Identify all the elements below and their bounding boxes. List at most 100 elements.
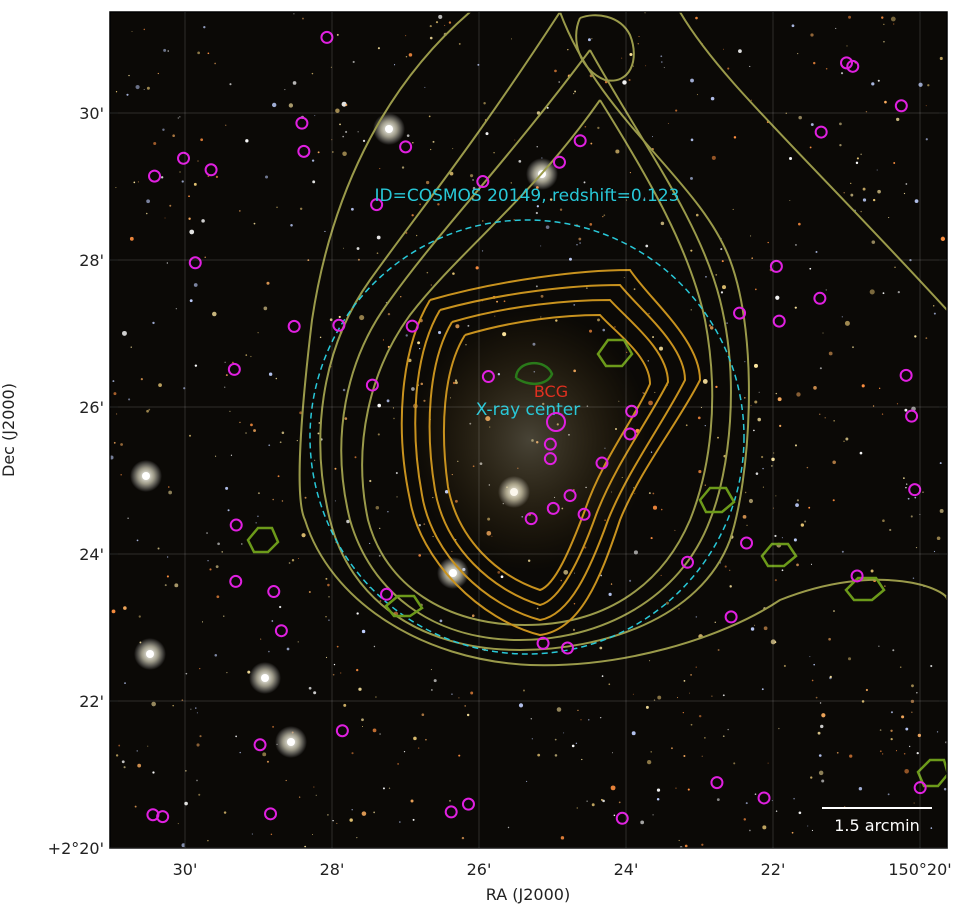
star: [623, 277, 625, 279]
star: [143, 88, 145, 90]
star: [697, 416, 701, 420]
star: [905, 727, 909, 731]
star: [914, 199, 919, 204]
star: [207, 52, 210, 55]
star: [939, 462, 942, 465]
star: [822, 332, 824, 334]
star: [819, 367, 822, 370]
star: [471, 614, 475, 618]
star: [351, 809, 353, 811]
star: [535, 285, 538, 288]
star: [349, 818, 353, 822]
cluster-glow: [410, 310, 650, 570]
star: [754, 624, 756, 626]
star: [405, 56, 408, 58]
star: [481, 250, 484, 252]
star: [418, 554, 422, 557]
star: [720, 291, 724, 294]
star: [882, 753, 884, 755]
star: [648, 313, 650, 315]
member-circle: [543, 452, 557, 466]
star: [369, 542, 371, 545]
star: [435, 21, 439, 24]
star: [727, 67, 730, 70]
star: [361, 811, 367, 816]
star: [221, 551, 223, 553]
star: [343, 247, 345, 249]
star: [579, 242, 581, 244]
star: [127, 517, 129, 519]
star: [396, 496, 398, 498]
star: [193, 283, 198, 287]
star: [185, 770, 187, 772]
star: [615, 149, 620, 154]
member-circle: [913, 781, 927, 795]
star: [466, 713, 470, 717]
star: [832, 460, 836, 465]
star: [708, 324, 712, 327]
star: [710, 96, 715, 101]
star: [648, 492, 651, 495]
star: [432, 140, 435, 143]
star: [704, 736, 706, 739]
star: [549, 198, 553, 201]
star: [906, 483, 908, 485]
star: [841, 550, 844, 553]
star: [356, 837, 358, 839]
star: [715, 273, 718, 276]
member-circle: [536, 636, 550, 650]
member-circle: [680, 555, 694, 569]
star: [308, 686, 312, 690]
star: [602, 215, 604, 218]
bcg-label: BCG: [534, 382, 568, 401]
star: [241, 543, 243, 545]
star: [899, 666, 902, 668]
member-circle: [846, 59, 860, 73]
star: [912, 577, 915, 579]
star: [185, 672, 188, 675]
star: [751, 257, 753, 259]
star: [344, 417, 348, 420]
star: [263, 306, 268, 311]
star: [608, 683, 611, 686]
star: [643, 197, 646, 199]
star: [738, 49, 742, 54]
star: [169, 204, 172, 207]
star: [608, 592, 612, 597]
star: [522, 689, 525, 692]
star: [563, 569, 569, 575]
star: [572, 628, 576, 632]
member-circle: [563, 489, 577, 503]
member-circle: [148, 169, 162, 183]
star: [361, 629, 366, 634]
star: [362, 139, 366, 142]
star: [676, 697, 679, 699]
star: [212, 311, 217, 317]
star: [540, 294, 544, 298]
star: [659, 346, 664, 351]
star: [698, 714, 702, 718]
star: [393, 64, 396, 66]
star: [239, 421, 241, 424]
star: [379, 600, 382, 602]
star: [268, 650, 270, 653]
star: [200, 138, 204, 142]
star: [762, 486, 764, 488]
star: [633, 288, 636, 291]
star: [796, 392, 801, 397]
star: [796, 563, 799, 567]
star: [682, 711, 684, 714]
star: [199, 667, 201, 670]
star: [483, 102, 486, 105]
contour: [414, 283, 687, 622]
star: [701, 843, 704, 846]
star: [879, 750, 882, 753]
star: [369, 479, 372, 483]
star: [775, 810, 778, 812]
star: [299, 411, 303, 415]
star: [358, 687, 362, 691]
star: [276, 206, 278, 209]
star: [351, 752, 354, 755]
star: [239, 210, 241, 212]
star: [232, 361, 234, 364]
